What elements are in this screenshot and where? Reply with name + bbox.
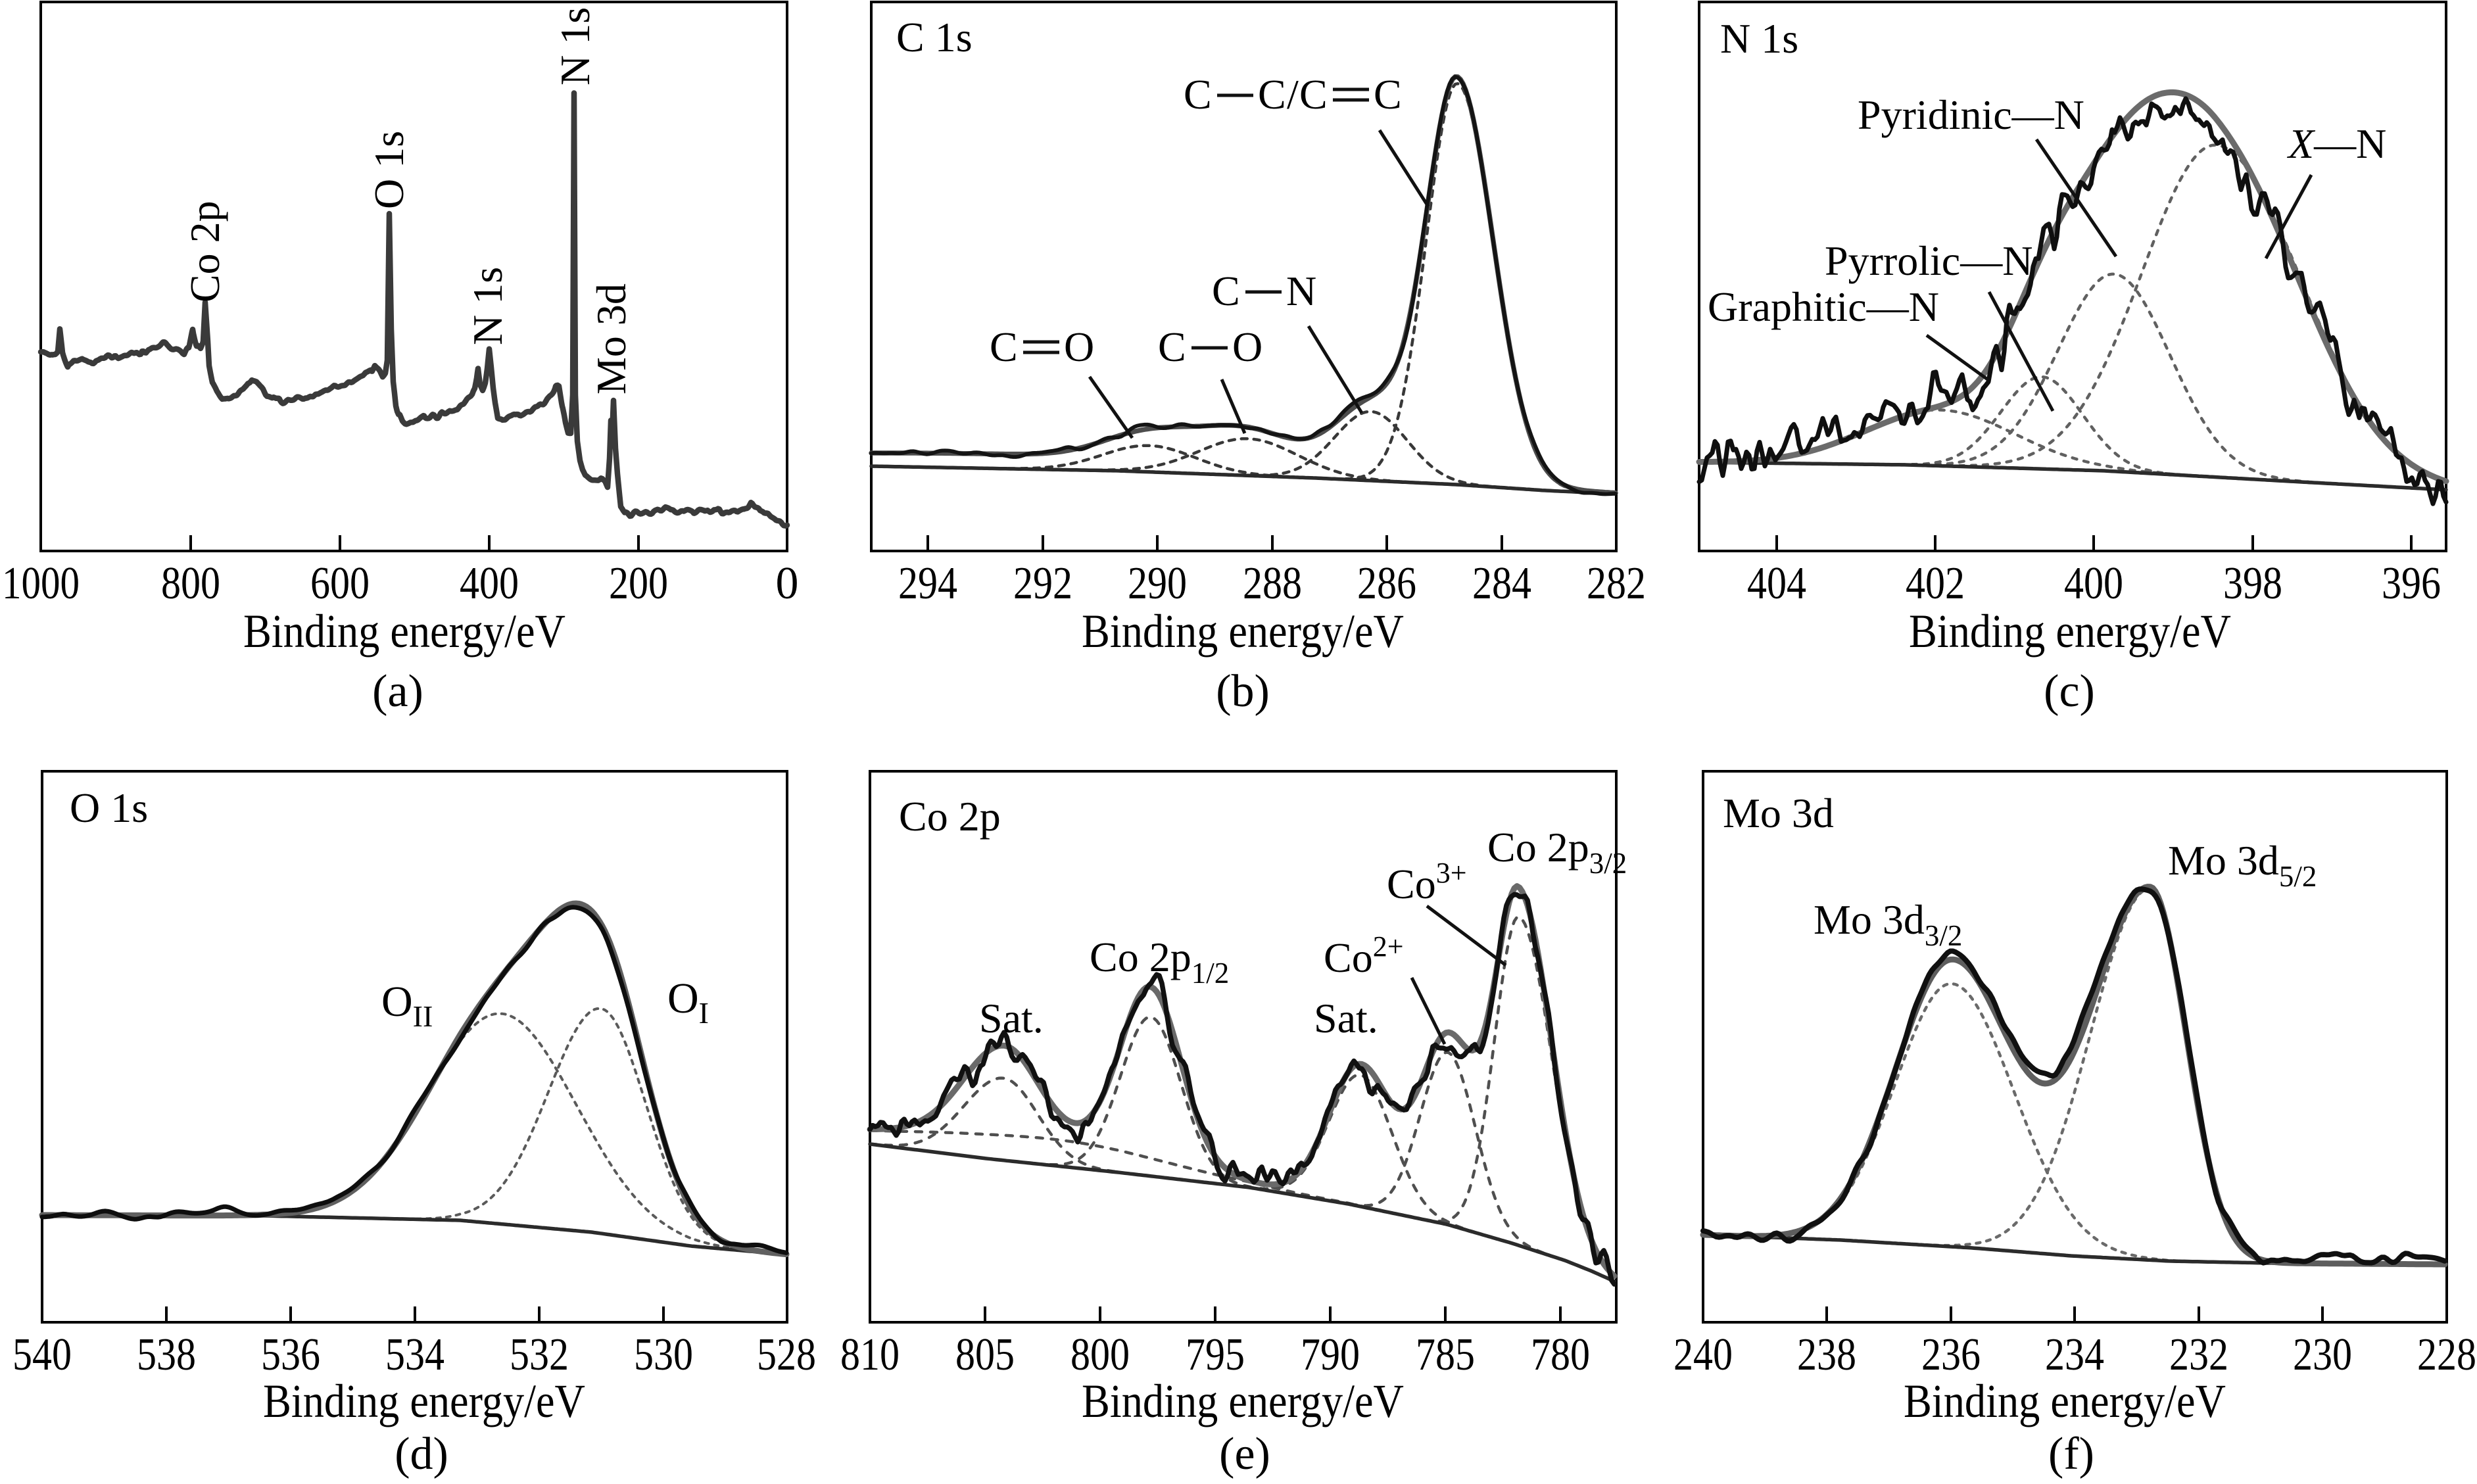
svg-text:230: 230: [2293, 1329, 2352, 1380]
svg-text:Binding energy/eV: Binding energy/eV: [263, 1375, 585, 1427]
svg-text:232: 232: [2169, 1329, 2228, 1380]
svg-text:Sat.: Sat.: [1314, 995, 1378, 1041]
svg-text:200: 200: [609, 558, 668, 609]
svg-text:Binding energy/eV: Binding energy/eV: [1082, 1375, 1404, 1427]
svg-text:292: 292: [1013, 558, 1072, 609]
svg-text:/: /: [1287, 71, 1299, 118]
svg-text:C: C: [1258, 71, 1286, 118]
svg-text:(c): (c): [2044, 666, 2095, 717]
svg-text:Pyrrolic—N: Pyrrolic—N: [1825, 237, 2032, 284]
svg-text:C: C: [990, 323, 1018, 370]
svg-text:X—N: X—N: [2286, 120, 2386, 167]
svg-text:0: 0: [776, 558, 799, 609]
svg-text:C: C: [1184, 71, 1212, 118]
svg-text:282: 282: [1587, 558, 1646, 609]
svg-text:Graphitic—N: Graphitic—N: [1708, 283, 1939, 330]
svg-text:540: 540: [12, 1329, 72, 1380]
svg-text:Pyridinic—N: Pyridinic—N: [1858, 91, 2084, 138]
svg-text:Co 2p: Co 2p: [181, 201, 228, 302]
svg-text:236: 236: [1921, 1329, 1981, 1380]
svg-text:C: C: [1299, 71, 1328, 118]
svg-text:810: 810: [840, 1329, 900, 1380]
svg-text:(f): (f): [2048, 1429, 2094, 1479]
svg-text:(e): (e): [1219, 1429, 1270, 1479]
svg-text:Binding energy/eV: Binding energy/eV: [1082, 605, 1404, 658]
svg-text:Co 2p: Co 2p: [899, 793, 1001, 840]
svg-text:532: 532: [510, 1329, 569, 1380]
svg-text:N 1s: N 1s: [464, 267, 511, 345]
svg-text:800: 800: [1070, 1329, 1130, 1380]
svg-text:O 1s: O 1s: [70, 784, 148, 831]
svg-text:(d): (d): [395, 1429, 448, 1479]
svg-text:790: 790: [1301, 1329, 1360, 1380]
svg-text:(a): (a): [372, 666, 423, 717]
svg-text:600: 600: [310, 558, 370, 609]
svg-text:(b): (b): [1216, 666, 1270, 717]
svg-text:238: 238: [1797, 1329, 1856, 1380]
svg-text:O: O: [1064, 323, 1094, 370]
svg-text:Binding energy/eV: Binding energy/eV: [1909, 605, 2231, 658]
svg-text:396: 396: [2382, 558, 2441, 609]
svg-text:284: 284: [1472, 558, 1531, 609]
svg-text:228: 228: [2417, 1329, 2476, 1380]
svg-text:N 1s: N 1s: [552, 7, 598, 85]
svg-text:234: 234: [2045, 1329, 2104, 1380]
svg-text:O: O: [1232, 323, 1263, 370]
svg-text:530: 530: [634, 1329, 693, 1380]
svg-text:805: 805: [955, 1329, 1015, 1380]
svg-text:795: 795: [1186, 1329, 1245, 1380]
svg-text:286: 286: [1357, 558, 1416, 609]
svg-text:N: N: [1286, 268, 1316, 314]
svg-text:240: 240: [1673, 1329, 1733, 1380]
svg-text:C: C: [1158, 323, 1186, 370]
svg-text:C: C: [1374, 71, 1402, 118]
svg-text:Binding energy/eV: Binding energy/eV: [1904, 1375, 2226, 1427]
svg-text:528: 528: [757, 1329, 816, 1380]
svg-text:288: 288: [1243, 558, 1302, 609]
svg-text:Mo 3d: Mo 3d: [588, 283, 635, 395]
svg-text:398: 398: [2223, 558, 2282, 609]
svg-text:400: 400: [2064, 558, 2123, 609]
svg-text:Mo 3d5/2: Mo 3d5/2: [2168, 837, 2317, 893]
svg-text:800: 800: [161, 558, 220, 609]
svg-text:400: 400: [460, 558, 519, 609]
svg-text:536: 536: [261, 1329, 320, 1380]
svg-text:O 1s: O 1s: [366, 131, 412, 209]
svg-text:294: 294: [898, 558, 957, 609]
svg-text:1000: 1000: [2, 558, 80, 609]
svg-text:Binding energy/eV: Binding energy/eV: [243, 605, 565, 658]
svg-text:C: C: [1212, 268, 1240, 314]
svg-text:N 1s: N 1s: [1720, 15, 1798, 62]
svg-text:C 1s: C 1s: [896, 14, 973, 60]
svg-text:Sat.: Sat.: [979, 995, 1044, 1041]
svg-text:534: 534: [385, 1329, 445, 1380]
svg-text:785: 785: [1416, 1329, 1475, 1380]
svg-text:404: 404: [1747, 558, 1806, 609]
svg-text:780: 780: [1531, 1329, 1590, 1380]
svg-text:538: 538: [137, 1329, 196, 1380]
svg-text:Mo 3d: Mo 3d: [1723, 790, 1834, 836]
svg-text:290: 290: [1128, 558, 1187, 609]
svg-text:402: 402: [1906, 558, 1965, 609]
